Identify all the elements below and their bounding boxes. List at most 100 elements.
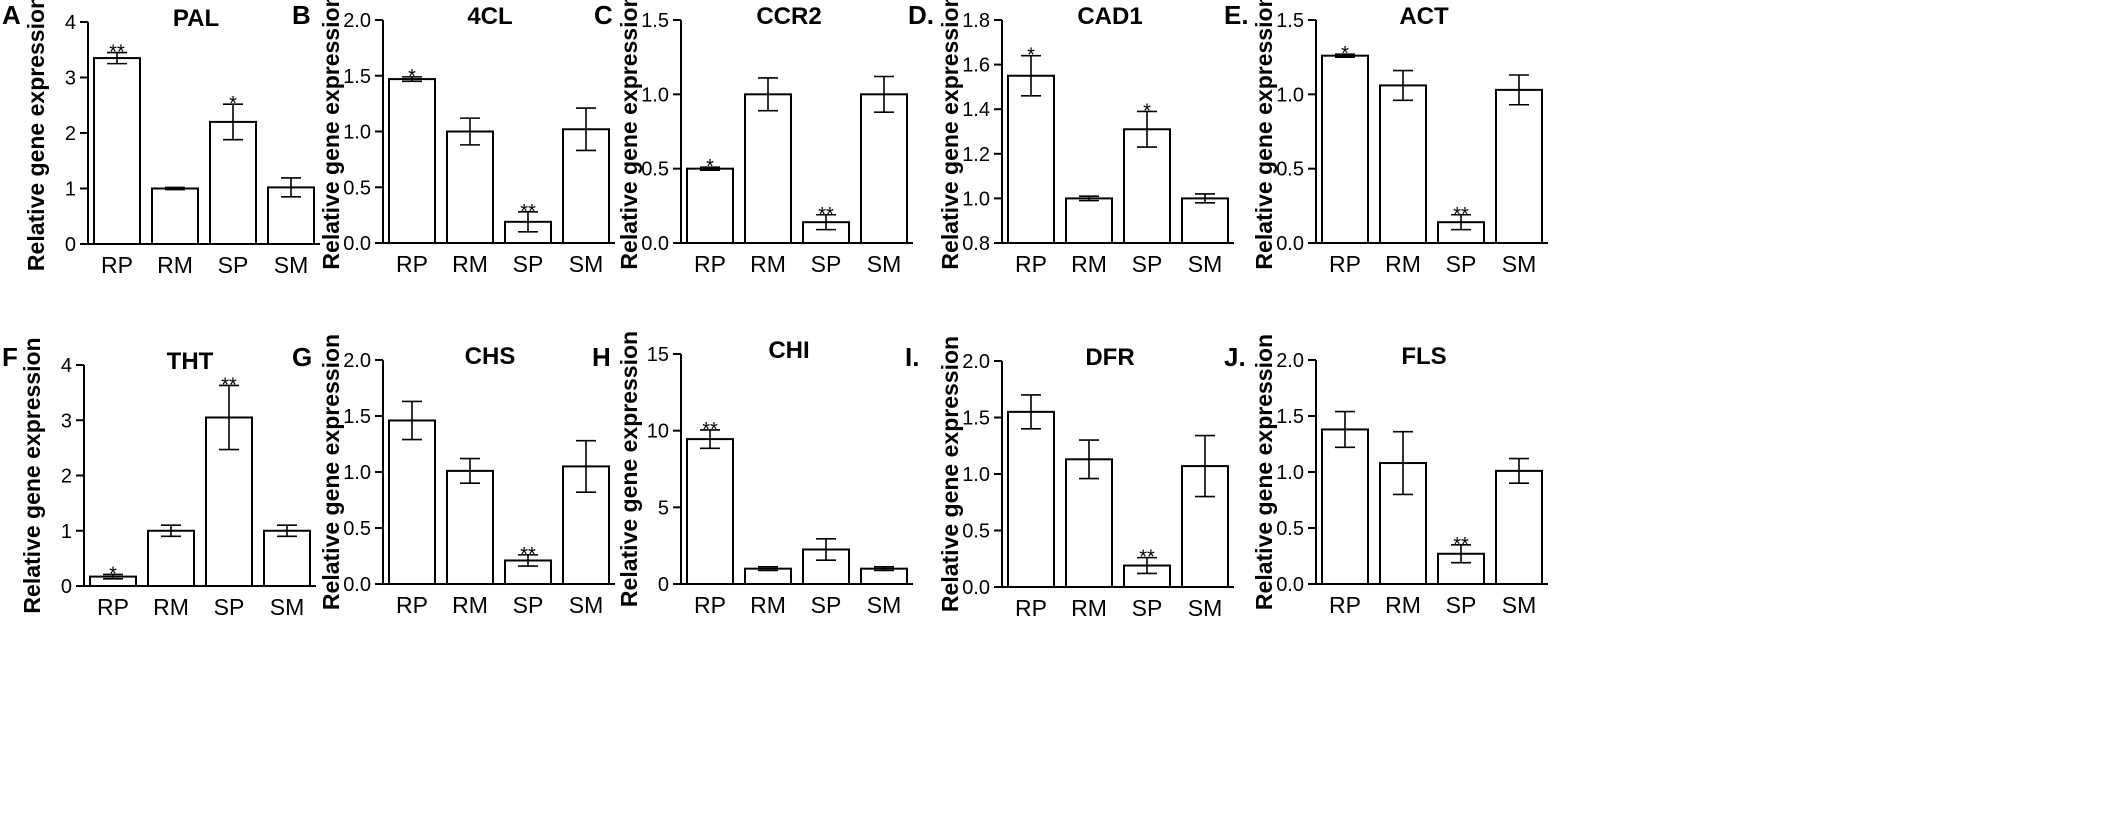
x-tick-label: SM bbox=[867, 592, 902, 618]
x-tick-label: SM bbox=[1188, 595, 1223, 621]
significance-label: * bbox=[1027, 45, 1035, 67]
y-axis-label: Relative gene expression bbox=[1251, 0, 1277, 270]
x-tick-label: RM bbox=[1385, 251, 1421, 277]
panel-title: CAD1 bbox=[1077, 3, 1142, 30]
y-axis-label: Relative gene expression bbox=[616, 0, 642, 270]
y-tick-label: 1.0 bbox=[641, 84, 669, 106]
panel-title: ACT bbox=[1399, 3, 1449, 30]
x-tick-label: RP bbox=[1015, 251, 1047, 277]
y-axis-label: Relative gene expression bbox=[19, 337, 45, 613]
significance-label: * bbox=[1341, 43, 1349, 65]
y-tick-label: 0.0 bbox=[641, 233, 669, 255]
significance-label: ** bbox=[1453, 204, 1469, 226]
y-tick-label: 1.5 bbox=[1276, 406, 1304, 428]
x-tick-label: SM bbox=[270, 594, 305, 620]
y-tick-label: 0.0 bbox=[1276, 233, 1304, 255]
panel-cad1: D. CAD1 Relative gene expression 0.8 1.0 1.2 1… bbox=[908, 0, 1234, 277]
x-tick-label: RM bbox=[1385, 592, 1421, 618]
y-tick-label: 3 bbox=[61, 410, 72, 432]
panel-chi: H CHI Relative gene expression 0 5 10 15 ** RP RM… bbox=[592, 331, 913, 618]
x-tick-label: SP bbox=[811, 251, 842, 277]
significance-label: * bbox=[408, 66, 416, 88]
x-tick-label: RP bbox=[1015, 595, 1047, 621]
y-axis-label: Relative gene expression bbox=[23, 0, 49, 271]
x-tick-label: SM bbox=[1502, 592, 1537, 618]
y-tick-label: 1.5 bbox=[343, 406, 371, 428]
y-tick-label: 1 bbox=[65, 179, 76, 201]
panel-ccr2: C CCR2 Relative gene expression 0.0 0.5 1.0 1.… bbox=[594, 0, 913, 277]
y-tick-label: 2.0 bbox=[1276, 350, 1304, 372]
y-axis-label: Relative gene expression bbox=[318, 334, 344, 610]
panel-letter: A bbox=[2, 0, 21, 30]
y-tick-label: 1.5 bbox=[962, 408, 990, 430]
x-tick-label: RM bbox=[750, 592, 786, 618]
panel-dfr: I. DFR Relative gene expression 0.0 0.5 1.0 1.… bbox=[905, 336, 1234, 621]
panel-tht: F THT Relative gene expression 0 1 2 3 4 * RP RM **… bbox=[2, 337, 316, 620]
bar-sp bbox=[209, 120, 257, 245]
y-tick-label: 2.0 bbox=[343, 10, 371, 32]
x-tick-label: SP bbox=[1446, 251, 1477, 277]
y-tick-label: 0.0 bbox=[1276, 574, 1304, 596]
x-tick-label: SP bbox=[214, 594, 245, 620]
x-tick-label: SM bbox=[867, 251, 902, 277]
bar-rp bbox=[686, 167, 734, 245]
x-tick-label: SP bbox=[1132, 595, 1163, 621]
y-tick-label: 1.8 bbox=[962, 10, 990, 32]
bar-rp bbox=[388, 419, 436, 586]
x-tick-label: SM bbox=[1188, 251, 1223, 277]
bar-rm bbox=[151, 187, 199, 245]
panel-title: CHI bbox=[768, 337, 809, 364]
x-tick-label: RM bbox=[157, 252, 193, 278]
y-tick-label: 0.0 bbox=[343, 233, 371, 255]
x-tick-label: RP bbox=[396, 592, 428, 618]
bar-rp bbox=[1007, 74, 1055, 244]
significance-label: ** bbox=[520, 201, 536, 223]
y-axis-label: Relative gene expression bbox=[616, 331, 642, 607]
y-tick-label: 1.0 bbox=[343, 462, 371, 484]
y-tick-label: 1 bbox=[61, 521, 72, 543]
significance-label: ** bbox=[221, 374, 237, 396]
x-tick-label: RM bbox=[1071, 595, 1107, 621]
y-tick-label: 1.6 bbox=[962, 55, 990, 77]
x-tick-label: SP bbox=[1132, 251, 1163, 277]
bar-rm bbox=[446, 469, 494, 586]
bar-sm bbox=[860, 93, 908, 245]
x-tick-label: RP bbox=[101, 252, 133, 278]
bar-sm bbox=[1495, 469, 1543, 586]
x-tick-label: RP bbox=[396, 251, 428, 277]
panel-4cl: B 4CL Relative gene expression 0.0 0.5 1.0 1.5… bbox=[292, 0, 615, 277]
panel-pal: A PAL Relative gene expression 0 1 2 3 4 ** RP RM *… bbox=[2, 0, 320, 278]
bar-rm bbox=[147, 529, 195, 587]
y-tick-label: 0 bbox=[65, 234, 76, 256]
y-tick-label: 2.0 bbox=[343, 350, 371, 372]
bar-rm bbox=[1065, 458, 1113, 588]
y-tick-label: 1.5 bbox=[1276, 10, 1304, 32]
bar-sm bbox=[1495, 88, 1543, 244]
y-tick-label: 0.5 bbox=[1276, 518, 1304, 540]
y-tick-label: 1.0 bbox=[1276, 84, 1304, 106]
panel-letter: D. bbox=[908, 0, 934, 30]
panel-title: THT bbox=[167, 348, 214, 375]
x-tick-label: RM bbox=[452, 251, 488, 277]
x-tick-label: RP bbox=[1329, 592, 1361, 618]
x-tick-label: SP bbox=[1446, 592, 1477, 618]
x-tick-label: RM bbox=[153, 594, 189, 620]
y-tick-label: 0 bbox=[658, 574, 669, 596]
y-tick-label: 0.5 bbox=[962, 521, 990, 543]
panel-title: DFR bbox=[1085, 344, 1134, 371]
y-tick-label: 1.5 bbox=[343, 66, 371, 88]
bar-rm bbox=[1379, 84, 1427, 244]
y-tick-label: 0.0 bbox=[343, 574, 371, 596]
bar-sm bbox=[1181, 197, 1229, 244]
bar-rp bbox=[1007, 410, 1055, 588]
x-tick-label: RP bbox=[97, 594, 129, 620]
x-tick-label: SM bbox=[1502, 251, 1537, 277]
panel-letter: F bbox=[2, 342, 18, 372]
significance-label: ** bbox=[109, 42, 125, 64]
x-tick-label: SP bbox=[811, 592, 842, 618]
panel-title: CHS bbox=[465, 343, 516, 370]
bar-rm bbox=[446, 130, 494, 244]
bar-rm bbox=[1065, 197, 1113, 244]
y-tick-label: 0.8 bbox=[962, 233, 990, 255]
